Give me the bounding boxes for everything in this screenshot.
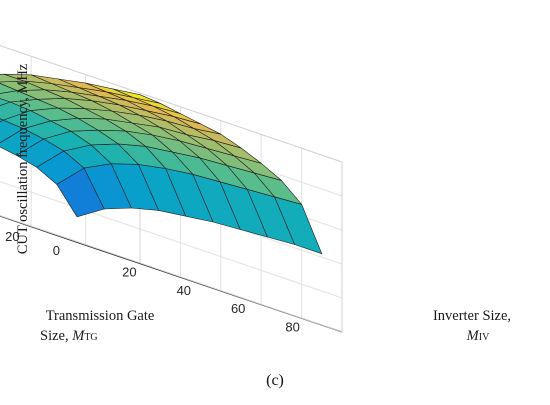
surface-patch bbox=[0, 73, 25, 83]
box-edge bbox=[0, 215, 141, 264]
box-edge bbox=[139, 262, 343, 333]
surface-patch bbox=[0, 98, 11, 106]
axis-line bbox=[0, 215, 71, 241]
panel-label: (c) bbox=[266, 372, 284, 389]
z-axis-label: CUT oscillation frequency, MHz bbox=[15, 63, 31, 254]
axis-box bbox=[0, 45, 343, 333]
x-axis-label-line2: MIV bbox=[466, 328, 490, 344]
x-tick-label: 40 bbox=[177, 283, 191, 298]
x-axis-label-line1: Inverter Size, bbox=[433, 308, 511, 324]
surface-patch bbox=[0, 118, 4, 123]
x-tick-label: 20 bbox=[122, 264, 136, 279]
y-tick-label: 0 bbox=[53, 243, 60, 258]
tick-labels: 18202224262802040608010020406080 bbox=[5, 229, 300, 335]
surface-patch bbox=[0, 83, 18, 94]
surface-mesh bbox=[0, 73, 323, 254]
x-tick-label: 60 bbox=[231, 301, 245, 316]
box-edge bbox=[0, 45, 141, 94]
box-edge bbox=[139, 92, 343, 163]
y-tick-label: 20 bbox=[5, 229, 19, 244]
y-axis-label-line2: Size, MTG bbox=[40, 328, 98, 344]
x-tick-label: 80 bbox=[285, 320, 299, 335]
y-axis-label-line1: Transmission Gate bbox=[46, 308, 155, 324]
